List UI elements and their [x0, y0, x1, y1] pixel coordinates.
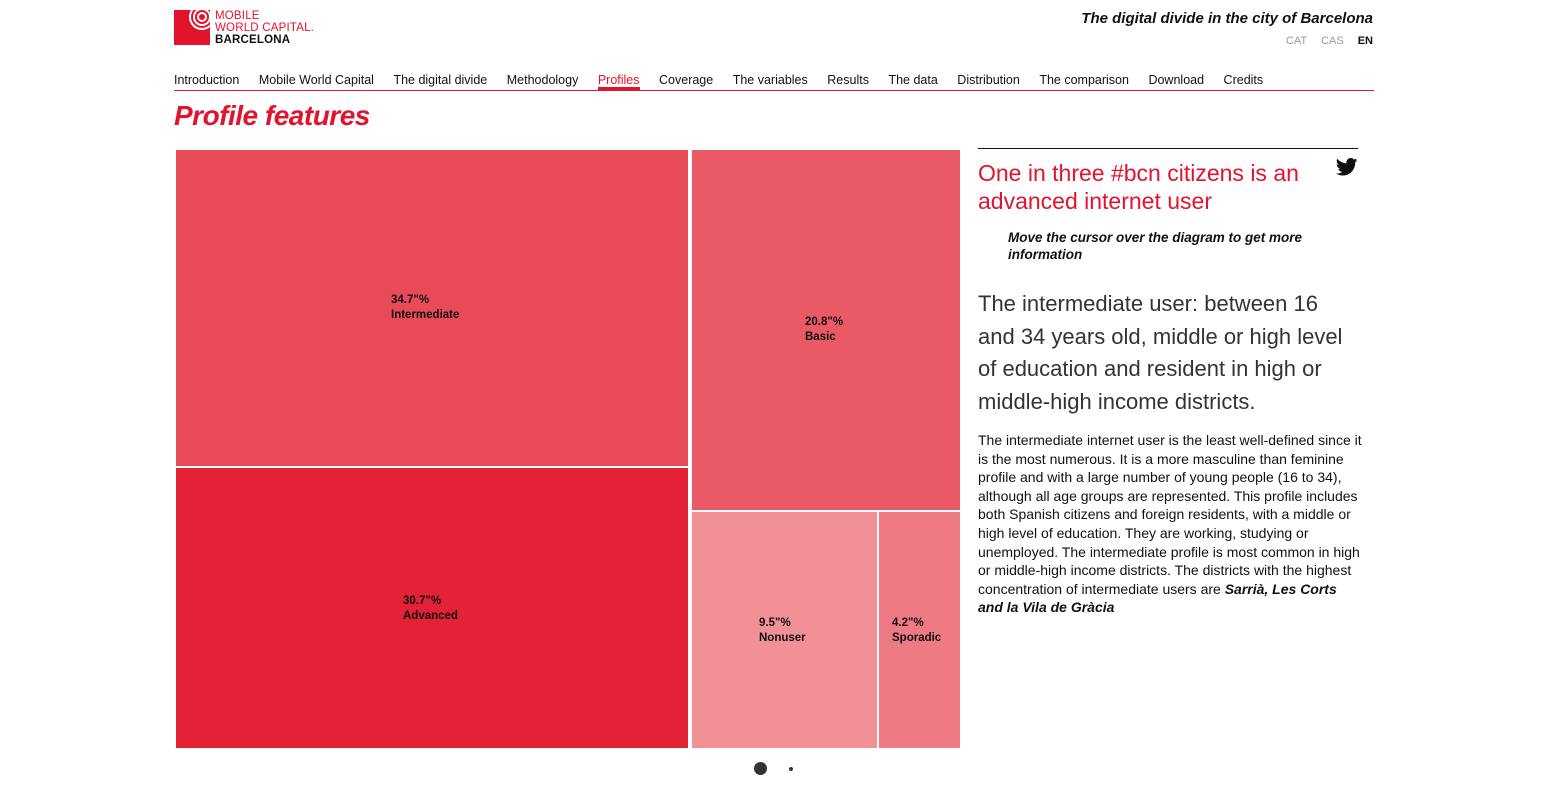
tweet-text[interactable]: One in three #bcn citizens is an advance… — [978, 160, 1299, 214]
treemap-value: 9.5"% — [759, 617, 791, 629]
lang-cat[interactable]: CAT — [1285, 35, 1308, 47]
main-nav: Introduction Mobile World Capital The digi… — [174, 73, 1374, 91]
pager-dot-2[interactable] — [789, 766, 793, 771]
nav-item-introduction[interactable]: Introduction — [174, 73, 240, 87]
profile-description: The intermediate internet user is the le… — [978, 431, 1363, 617]
treemap-name: Nonuser — [759, 632, 806, 644]
logo-line-3: BARCELONA — [215, 34, 291, 46]
logo-line-2: WORLD CAPITAL. — [215, 22, 315, 34]
treemap-cell-advanced[interactable]: 30.7"% Advanced — [174, 466, 690, 750]
nav-item-the-digital-divide[interactable]: The digital divide — [393, 73, 488, 87]
hover-hint: Move the cursor over the diagram to get … — [1008, 230, 1303, 262]
logo[interactable]: MOBILE WORLD CAPITAL. BARCELONA — [174, 10, 314, 46]
nav-item-download[interactable]: Download — [1148, 73, 1205, 87]
nav-item-distribution[interactable]: Distribution — [957, 73, 1020, 87]
nav-item-results[interactable]: Results — [827, 73, 869, 87]
logo-line-1: MOBILE — [215, 10, 260, 22]
nav-item-the-variables[interactable]: The variables — [732, 73, 808, 87]
page-title: Profile features — [174, 100, 370, 131]
treemap-label-sporadic: 4.2"% Sporadic — [892, 616, 941, 646]
treemap-name: Sporadic — [892, 632, 942, 644]
treemap-label-basic: 20.8"% Basic — [805, 315, 843, 345]
profile-lead: The intermediate user: between 16 and 34… — [978, 291, 1343, 414]
nav-item-methodology[interactable]: Methodology — [506, 73, 579, 87]
nav-item-credits[interactable]: Credits — [1223, 73, 1264, 87]
treemap-cell-basic[interactable]: 20.8"% Basic — [690, 148, 962, 512]
profile-description-districts: Sarrià, Les Corts and la Vila de Gràcia — [978, 580, 1337, 616]
nav-item-the-data[interactable]: The data — [888, 73, 938, 87]
treemap-cell-intermediate[interactable]: 34.7"% Intermediate — [174, 148, 690, 468]
slide-pager — [754, 762, 793, 775]
treemap-name: Advanced — [403, 610, 458, 622]
pager-dot-1[interactable] — [754, 762, 767, 775]
nav-item-coverage[interactable]: Coverage — [659, 73, 714, 87]
treemap-label-nonuser: 9.5"% Nonuser — [759, 616, 806, 646]
profile-description-text: The intermediate internet user is the le… — [978, 432, 1362, 597]
lang-en[interactable]: EN — [1357, 35, 1373, 47]
language-switcher: CAT CAS EN — [1286, 35, 1373, 47]
treemap-cell-sporadic[interactable]: 4.2"% Sporadic — [877, 510, 962, 750]
treemap-value: 34.7"% — [391, 294, 430, 306]
nav-item-profiles[interactable]: Profiles — [597, 73, 640, 90]
nav-item-mobile-world-capital[interactable]: Mobile World Capital — [258, 73, 374, 87]
profile-treemap: 34.7"% Intermediate 30.7"% Advanced 20.8… — [174, 148, 962, 750]
logo-text: MOBILE WORLD CAPITAL. BARCELONA — [215, 10, 314, 46]
nav-item-the-comparison[interactable]: The comparison — [1039, 73, 1129, 87]
twitter-icon[interactable] — [1336, 158, 1358, 176]
treemap-value: 4.2"% — [892, 617, 924, 629]
treemap-value: 20.8"% — [805, 316, 844, 328]
profile-info-panel: One in three #bcn citizens is an advance… — [978, 148, 1362, 617]
treemap-label-advanced: 30.7"% Advanced — [403, 594, 458, 624]
logo-mark-icon — [174, 10, 210, 45]
treemap-label-intermediate: 34.7"% Intermediate — [391, 293, 459, 323]
treemap-value: 30.7"% — [403, 595, 442, 607]
treemap-cell-nonuser[interactable]: 9.5"% Nonuser — [690, 510, 879, 750]
divider — [978, 148, 1358, 149]
treemap-name: Basic — [805, 331, 836, 343]
treemap-name: Intermediate — [391, 309, 460, 321]
lang-cas[interactable]: CAS — [1321, 35, 1344, 47]
site-title: The digital divide in the city of Barcel… — [1081, 10, 1373, 27]
